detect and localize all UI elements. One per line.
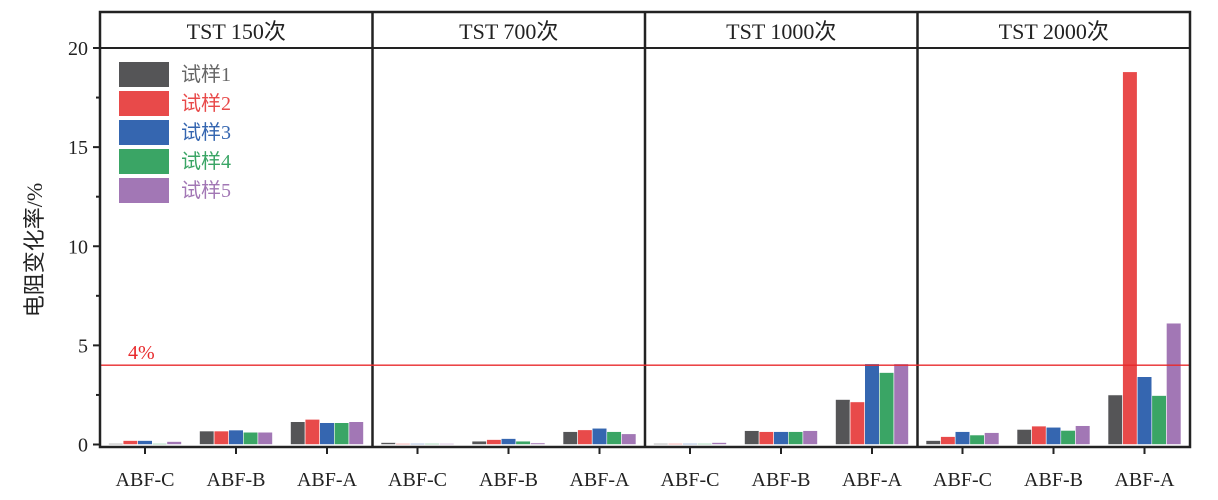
bar-ABF-B-s1 bbox=[471, 440, 487, 445]
bar-ABF-A-s3 bbox=[1136, 376, 1153, 445]
x-tick-label: ABF-A bbox=[569, 469, 630, 491]
panel-title: TST 1000次 bbox=[726, 19, 836, 44]
legend-swatch bbox=[119, 91, 169, 116]
bar-ABF-A-s1 bbox=[562, 431, 578, 445]
bar-ABF-C-s2 bbox=[667, 443, 683, 445]
bar-ABF-C-s4 bbox=[969, 434, 985, 445]
bar-ABF-C-s1 bbox=[925, 440, 941, 445]
bar-ABF-C-s4 bbox=[696, 443, 713, 445]
bar-ABF-A-s3 bbox=[591, 427, 608, 445]
bar-ABF-B-s5 bbox=[257, 431, 273, 445]
bar-ABF-A-s1 bbox=[1107, 394, 1123, 445]
x-tick-label: ABF-C bbox=[661, 469, 720, 491]
bar-ABF-B-s2 bbox=[758, 431, 774, 445]
legend-swatch bbox=[119, 178, 169, 203]
legend-label: 试样1 bbox=[181, 63, 231, 86]
x-tick-label: ABF-A bbox=[297, 469, 358, 491]
bar-ABF-C-s1 bbox=[380, 442, 396, 445]
legend-label: 试样3 bbox=[181, 121, 231, 144]
bar-ABF-B-s5 bbox=[1075, 425, 1091, 445]
bar-ABF-B-s5 bbox=[802, 430, 818, 445]
bar-ABF-A-s4 bbox=[606, 431, 622, 445]
panel-1: TST 150次 ABF-C ABF-B ABF-A bbox=[108, 19, 364, 491]
y-tick-label: 5 bbox=[78, 335, 88, 357]
bar-ABF-C-s3 bbox=[137, 440, 153, 445]
legend-swatch bbox=[119, 149, 169, 174]
bar-ABF-B-s3 bbox=[228, 429, 244, 445]
bar-ABF-A-s3 bbox=[864, 363, 880, 445]
y-axis-label: 电阻变化率/% bbox=[22, 183, 47, 317]
x-tick-label: ABF-C bbox=[388, 469, 447, 491]
bar-ABF-C-s3 bbox=[409, 443, 426, 445]
x-tick-label: ABF-A bbox=[1114, 469, 1175, 491]
y-tick-label: 15 bbox=[68, 137, 88, 159]
bar-ABF-B-s1 bbox=[199, 430, 215, 445]
legend-swatch bbox=[119, 120, 169, 145]
bar-ABF-C-s5 bbox=[439, 443, 455, 445]
panel-title: TST 700次 bbox=[459, 19, 558, 44]
bar-ABF-A-s2 bbox=[1122, 71, 1138, 445]
x-tick-label: ABF-B bbox=[752, 469, 811, 491]
bar-ABF-A-s4 bbox=[878, 372, 895, 445]
bar-ABF-C-s3 bbox=[682, 443, 698, 445]
bar-ABF-B-s2 bbox=[486, 439, 502, 445]
bar-ABF-A-s5 bbox=[893, 363, 909, 445]
bar-ABF-A-s5 bbox=[348, 421, 364, 445]
y-tick-label: 20 bbox=[68, 38, 88, 60]
plot-frame bbox=[98, 10, 1192, 449]
bar-ABF-C-s3 bbox=[954, 431, 971, 445]
bar-ABF-A-s2 bbox=[577, 429, 593, 445]
bar-ABF-B-s4 bbox=[787, 431, 804, 445]
bar-ABF-A-s1 bbox=[290, 421, 306, 445]
bar-ABF-C-s1 bbox=[653, 443, 669, 445]
panel-3: TST 1000次 ABF-C ABF-B ABF-A bbox=[653, 19, 909, 491]
legend-label: 试样4 bbox=[181, 150, 231, 173]
panel-4: TST 2000次 ABF-C ABF-B ABF-A bbox=[925, 19, 1182, 491]
y-tick-label: 10 bbox=[68, 236, 88, 258]
x-tick-label: ABF-B bbox=[1024, 469, 1083, 491]
bar-ABF-C-s5 bbox=[711, 442, 727, 445]
bar-ABF-A-s1 bbox=[835, 399, 851, 445]
bar-ABF-B-s5 bbox=[530, 442, 546, 445]
panel-title: TST 150次 bbox=[187, 19, 286, 44]
x-tick-label: ABF-B bbox=[207, 469, 266, 491]
bar-ABF-A-s5 bbox=[621, 433, 637, 445]
x-tick-label: ABF-C bbox=[933, 469, 992, 491]
bar-ABF-C-s5 bbox=[166, 441, 182, 445]
bar-ABF-A-s4 bbox=[333, 422, 350, 445]
bar-ABF-B-s2 bbox=[1031, 425, 1047, 445]
bar-ABF-B-s2 bbox=[213, 430, 230, 445]
x-tick-label: ABF-C bbox=[116, 469, 175, 491]
bar-ABF-C-s4 bbox=[424, 443, 440, 445]
bar-ABF-C-s2 bbox=[122, 440, 138, 445]
bar-ABF-C-s1 bbox=[108, 443, 124, 445]
bar-ABF-B-s3 bbox=[1045, 426, 1062, 445]
legend-label: 试样5 bbox=[181, 179, 231, 202]
bar-ABF-B-s3 bbox=[500, 438, 517, 445]
bar-ABF-C-s4 bbox=[152, 443, 168, 445]
bar-ABF-C-s2 bbox=[940, 436, 956, 445]
bar-ABF-B-s4 bbox=[1060, 430, 1076, 445]
bar-ABF-B-s1 bbox=[744, 430, 760, 445]
bar-ABF-B-s3 bbox=[773, 431, 789, 445]
bar-ABF-A-s3 bbox=[319, 422, 335, 445]
bar-ABF-C-s5 bbox=[984, 432, 1000, 445]
bar-ABF-A-s4 bbox=[1151, 395, 1167, 445]
bar-ABF-B-s4 bbox=[243, 431, 259, 445]
bar-ABF-B-s1 bbox=[1016, 429, 1032, 445]
bar-ABF-A-s2 bbox=[849, 401, 865, 445]
panel-title: TST 2000次 bbox=[999, 19, 1109, 44]
reference-line-label: 4% bbox=[128, 342, 155, 364]
y-tick-label: 0 bbox=[78, 435, 88, 457]
bar-ABF-B-s4 bbox=[515, 440, 531, 445]
legend-swatch bbox=[119, 62, 169, 87]
panel-2: TST 700次 ABF-C ABF-B ABF-A bbox=[380, 19, 637, 491]
x-tick-label: ABF-B bbox=[479, 469, 538, 491]
bar-ABF-C-s2 bbox=[395, 443, 411, 445]
legend-label: 试样2 bbox=[181, 92, 231, 115]
bar-ABF-A-s5 bbox=[1166, 322, 1182, 445]
x-tick-label: ABF-A bbox=[842, 469, 903, 491]
bar-ABF-A-s2 bbox=[304, 419, 321, 445]
